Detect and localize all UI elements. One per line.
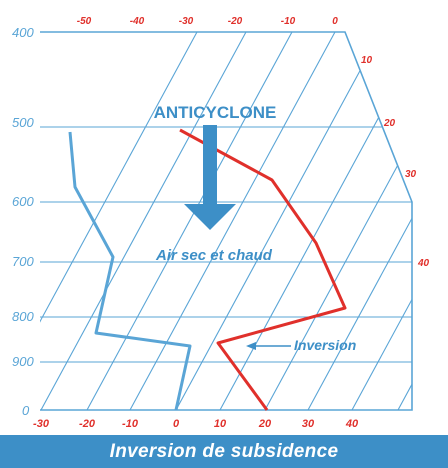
bottom-temp-label: 20 <box>258 418 272 430</box>
temperature-curve <box>179 128 347 411</box>
diagram-outline <box>40 31 413 411</box>
top-temperature-axis: -50 -40 -30 -20 -10 0 <box>77 16 338 27</box>
air-mass-label: Air sec et chaud <box>155 247 273 264</box>
right-temp-label: 20 <box>383 118 396 129</box>
subsidence-arrow-icon <box>184 125 236 230</box>
isotherm-line <box>444 32 448 410</box>
pressure-label-700: 700 <box>12 254 34 269</box>
pressure-label-900: 900 <box>12 354 34 369</box>
dewpoint-curve <box>68 131 192 411</box>
isotherm-line <box>219 32 412 410</box>
pressure-label-500: 500 <box>12 115 34 130</box>
bottom-temperature-axis: -30 -20 -10 0 10 20 30 40 <box>33 418 359 430</box>
right-temp-label: 40 <box>417 258 430 269</box>
bottom-temp-label: 10 <box>214 418 227 430</box>
isotherm-line <box>397 32 412 410</box>
bottom-temp-label: 0 <box>173 418 180 430</box>
right-temperature-axis: 10 20 30 40 <box>361 55 430 269</box>
isotherm-line <box>264 32 412 410</box>
isotherm-line <box>86 32 293 410</box>
isotherm-line <box>40 32 247 410</box>
caption-text: Inversion de subsidence <box>109 440 339 462</box>
right-temp-label: 30 <box>405 169 417 180</box>
top-temp-label: -50 <box>77 16 92 27</box>
isotherm-line <box>307 32 412 410</box>
pressure-label-400: 400 <box>12 25 34 40</box>
bottom-temp-label: 40 <box>345 418 359 430</box>
top-temp-label: -40 <box>130 16 145 27</box>
isotherm-line <box>129 32 336 410</box>
inversion-pointer-icon <box>246 342 291 350</box>
pressure-label-800: 800 <box>12 309 34 324</box>
top-temp-label: -10 <box>281 16 296 27</box>
top-temp-label: -20 <box>228 16 243 27</box>
skew-t-diagram: 400 500 600 700 800 900 0 -50 -40 -30 -2… <box>12 16 448 430</box>
pressure-label-1000: 0 <box>22 403 30 418</box>
pressure-label-600: 600 <box>12 194 34 209</box>
isotherm-line <box>175 32 382 410</box>
pressure-axis: 400 500 600 700 800 900 0 <box>12 25 34 418</box>
right-temp-label: 10 <box>361 55 373 66</box>
isotherm-line <box>351 32 412 410</box>
bottom-temp-label: 30 <box>302 418 315 430</box>
inversion-label: Inversion <box>294 337 356 353</box>
bottom-temp-label: -30 <box>33 418 50 430</box>
bottom-temp-label: -20 <box>79 418 96 430</box>
anticyclone-label: ANTICYCLONE <box>154 103 277 122</box>
bottom-temp-label: -10 <box>122 418 139 430</box>
top-temp-label: 0 <box>332 16 338 27</box>
top-temp-label: -30 <box>179 16 194 27</box>
caption-banner: Inversion de subsidence <box>0 435 448 468</box>
